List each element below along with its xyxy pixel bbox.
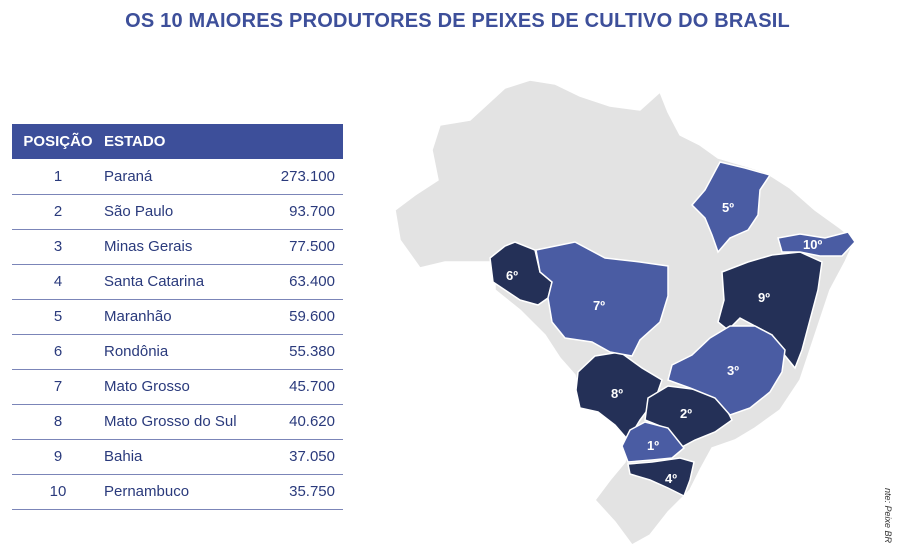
table-header-row: POSIÇÃO ESTADO xyxy=(12,124,343,159)
label-bahia: 9º xyxy=(758,290,770,305)
state-maranhao xyxy=(690,161,772,254)
chart-title: OS 10 MAIORES PRODUTORES DE PEIXES DE CU… xyxy=(125,10,790,32)
row-position: 5 xyxy=(53,308,63,325)
table-row: 7 Mato Grosso 45.700 xyxy=(12,369,343,404)
row-position: 2 xyxy=(53,203,63,220)
table-row: 1 Paraná 273.100 xyxy=(12,159,343,194)
row-state: Minas Gerais xyxy=(104,238,193,255)
row-state: Santa Catarina xyxy=(104,273,205,290)
table-row: 8 Mato Grosso do Sul 40.620 xyxy=(12,404,343,439)
row-state: Maranhão xyxy=(104,308,172,325)
ranking-table: POSIÇÃO ESTADO 1 Paraná 273.100 2 São Paulo… xyxy=(12,124,343,510)
table-row: 4 Santa Catarina 63.400 xyxy=(12,264,343,299)
label-rondonia: 6º xyxy=(506,268,518,283)
row-value: 59.600 xyxy=(289,308,335,325)
header-state: ESTADO xyxy=(104,133,166,150)
source-note: nte: Peixe BR xyxy=(883,488,893,544)
row-value: 35.750 xyxy=(289,483,335,500)
row-value: 93.700 xyxy=(289,203,335,220)
row-position: 4 xyxy=(53,273,63,290)
label-maranhao: 5º xyxy=(722,200,734,215)
table-row: 3 Minas Gerais 77.500 xyxy=(12,229,343,264)
state-pernambuco xyxy=(777,231,856,257)
label-sao-paulo: 2º xyxy=(680,406,692,421)
state-santa-catarina xyxy=(627,457,695,498)
row-state: Mato Grosso do Sul xyxy=(104,413,237,430)
brazil-map: 6º 7º 5º 10º 9º 3º 8º 2º 1º 4º xyxy=(394,79,856,546)
label-pernambuco: 10º xyxy=(803,237,822,252)
state-bahia xyxy=(717,251,823,370)
row-state: Mato Grosso xyxy=(104,378,190,395)
row-state: Rondônia xyxy=(104,343,169,360)
row-value: 55.380 xyxy=(289,343,335,360)
table-row: 5 Maranhão 59.600 xyxy=(12,299,343,334)
row-value: 40.620 xyxy=(289,413,335,430)
row-state: Pernambuco xyxy=(104,483,190,500)
state-minas-gerais xyxy=(667,325,786,416)
table-row: 10 Pernambuco 35.750 xyxy=(12,474,343,509)
row-state: Bahia xyxy=(104,448,143,465)
table-row: 6 Rondônia 55.380 xyxy=(12,334,343,369)
row-position: 8 xyxy=(53,413,63,430)
row-value: 45.700 xyxy=(289,378,335,395)
row-position: 9 xyxy=(53,448,63,465)
label-parana: 1º xyxy=(647,438,659,453)
row-value: 63.400 xyxy=(289,273,335,290)
row-position: 1 xyxy=(53,167,63,185)
state-mato-grosso xyxy=(535,241,669,357)
row-value: 37.050 xyxy=(289,448,335,465)
table-row: 2 São Paulo 93.700 xyxy=(12,194,343,229)
row-value: 77.500 xyxy=(289,238,335,255)
row-state: São Paulo xyxy=(104,203,174,220)
row-position: 10 xyxy=(49,483,67,500)
header-position: POSIÇÃO xyxy=(23,133,93,150)
label-mato-grosso-do-sul: 8º xyxy=(611,386,623,401)
row-state: Paraná xyxy=(104,167,153,185)
label-minas-gerais: 3º xyxy=(727,363,739,378)
state-parana xyxy=(621,421,686,463)
table-row: 9 Bahia 37.050 xyxy=(12,439,343,474)
row-position: 7 xyxy=(53,378,63,395)
row-position: 3 xyxy=(53,238,63,255)
label-mato-grosso: 7º xyxy=(593,298,605,313)
row-position: 6 xyxy=(53,343,63,360)
label-santa-catarina: 4º xyxy=(665,471,677,486)
row-value: 273.100 xyxy=(280,167,335,185)
